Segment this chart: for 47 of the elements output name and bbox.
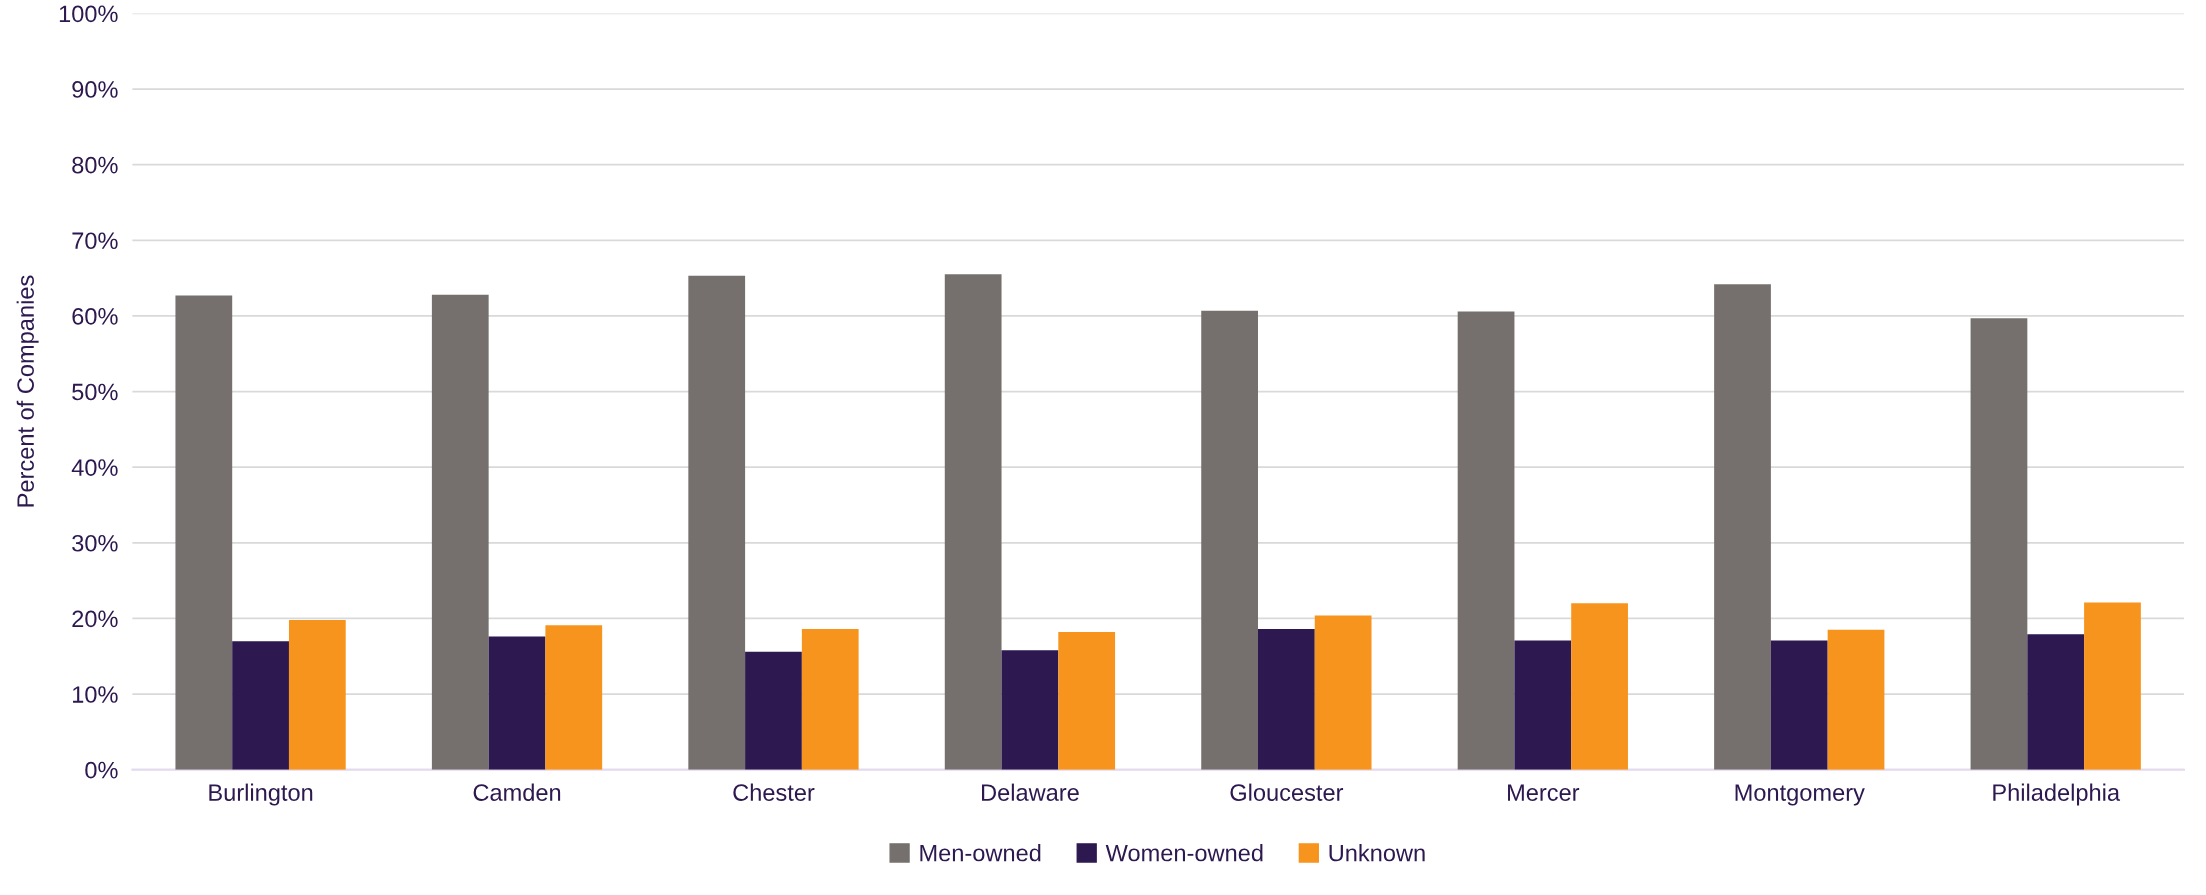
bar: [1314, 615, 1372, 770]
y-tick-label: 100%: [59, 5, 118, 23]
bar: [545, 625, 603, 770]
x-tick-label: Camden: [473, 783, 561, 801]
x-tick-label: Mercer: [1508, 784, 1580, 801]
bar: [688, 275, 746, 770]
y-tick-label: 30%: [72, 534, 118, 552]
y-tick-label: 60%: [72, 308, 118, 325]
x-tick-label: Burlington: [209, 783, 313, 806]
x-tick-label: Philadelphia: [1993, 783, 2121, 806]
y-axis-title: Percent of Companies: [16, 275, 39, 507]
bar: [1457, 311, 1515, 770]
y-tick-label: 20%: [72, 610, 118, 628]
y-tick-label: 10%: [73, 686, 118, 703]
bar: [1827, 629, 1885, 770]
x-tick-label: Montgomery: [1735, 784, 1865, 806]
bar: [488, 636, 546, 770]
bar: [1058, 632, 1116, 770]
bar: [232, 641, 289, 770]
y-tick-label: 40%: [71, 459, 118, 476]
bar: [1001, 650, 1059, 770]
bar: [175, 295, 233, 770]
bar: [801, 629, 859, 770]
x-tick-label: Chester: [733, 783, 815, 801]
x-tick-label: Gloucester: [1230, 783, 1344, 801]
bar: [1257, 629, 1315, 770]
y-tick-label: 70%: [72, 232, 118, 250]
bar: [1514, 640, 1572, 770]
bar: [2027, 634, 2085, 770]
y-tick-label: 0%: [85, 761, 118, 779]
bar: [1970, 318, 2028, 770]
bar: [1714, 284, 1771, 770]
legend-label: Women-owned: [1105, 844, 1263, 862]
bar: [288, 619, 346, 770]
y-tick-label: 50%: [72, 383, 118, 401]
y-tick-label: 90%: [72, 81, 118, 98]
bar: [745, 651, 802, 770]
bar: [431, 294, 489, 770]
bar: [1201, 310, 1258, 770]
bar: [1770, 640, 1828, 770]
y-tick-label: 80%: [72, 156, 118, 174]
bar: [2084, 602, 2141, 770]
bar: [944, 274, 1002, 770]
legend-label: Unknown: [1329, 844, 1425, 862]
legend-label: Men-owned: [920, 844, 1041, 862]
x-tick-label: Delaware: [982, 783, 1079, 801]
bar: [1571, 603, 1628, 770]
